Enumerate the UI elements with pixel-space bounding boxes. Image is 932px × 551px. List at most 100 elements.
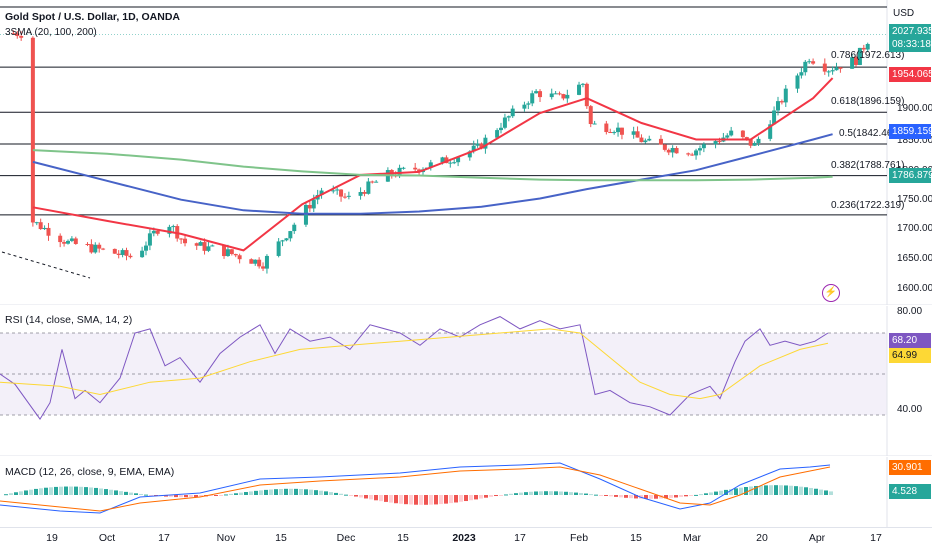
candle-body xyxy=(713,141,718,145)
rsi-chart[interactable] xyxy=(0,306,932,456)
candle-body xyxy=(140,250,145,258)
candle-body xyxy=(128,255,133,258)
macd-histogram-bar xyxy=(234,493,238,495)
macd-histogram-bar xyxy=(474,495,478,500)
macd-line xyxy=(0,462,831,514)
macd-histogram-bar xyxy=(129,492,133,495)
macd-histogram-bar xyxy=(704,493,708,495)
candle-body xyxy=(179,238,184,240)
macd-histogram-bar xyxy=(184,495,188,498)
lightning-icon[interactable]: ⚡ xyxy=(822,284,840,302)
candle-body xyxy=(534,91,539,94)
macd-histogram-bar xyxy=(309,489,313,495)
sma200-badge: 1786.879 xyxy=(889,168,932,183)
macd-histogram-bar xyxy=(9,493,13,495)
macd-histogram-bar xyxy=(374,495,378,501)
macd-histogram-bar xyxy=(564,491,568,495)
macd-histogram-bar xyxy=(19,491,23,495)
macd-signal-badge: 30.901 xyxy=(889,460,931,475)
price-chart[interactable] xyxy=(0,0,932,305)
macd-histogram-bar xyxy=(14,492,18,495)
macd-histogram-bar xyxy=(144,494,148,496)
candle-body xyxy=(471,145,476,152)
candle-body xyxy=(604,123,609,133)
macd-histogram-bar xyxy=(459,495,463,502)
macd-histogram-bar xyxy=(809,487,813,495)
candle-body xyxy=(467,151,472,158)
candle-body xyxy=(643,140,648,143)
macd-histogram-bar xyxy=(279,488,283,495)
macd-histogram-bar xyxy=(784,485,788,495)
macd-histogram-bar xyxy=(734,488,738,495)
candle-body xyxy=(717,141,722,143)
candle-body xyxy=(366,181,371,194)
price-axis-label: 1900.000 xyxy=(897,103,932,114)
macd-legend: MACD (12, 26, close, 9, EMA, EMA) xyxy=(5,466,175,478)
candle-body xyxy=(339,189,344,197)
macd-histogram-bar xyxy=(64,486,68,495)
macd-histogram-bar xyxy=(359,495,363,498)
candle-body xyxy=(144,245,149,251)
macd-histogram-bar xyxy=(724,489,728,495)
candle-body xyxy=(303,205,308,225)
candle-body xyxy=(331,190,336,192)
macd-histogram-bar xyxy=(794,486,798,495)
price-axis-label: 1750.000 xyxy=(897,194,932,205)
time-label: Oct xyxy=(98,532,116,544)
macd-histogram-bar xyxy=(819,489,823,495)
macd-histogram-bar xyxy=(559,491,563,495)
candle-body xyxy=(729,130,734,136)
macd-histogram-bar xyxy=(789,485,793,495)
candle-body xyxy=(233,254,238,256)
candle-body xyxy=(358,192,363,196)
candle-body xyxy=(748,138,753,146)
sma-legend: 3SMA (20, 100, 200) xyxy=(5,27,97,38)
macd-histogram-bar xyxy=(379,495,383,502)
macd-histogram-bar xyxy=(364,495,368,499)
rsi-sma-badge: 64.99 xyxy=(889,348,931,363)
time-label: 17 xyxy=(870,532,882,544)
macd-histogram-bar xyxy=(384,495,388,502)
candle-body xyxy=(444,157,449,164)
macd-histogram-bar xyxy=(404,495,408,505)
macd-histogram-bar xyxy=(174,495,178,498)
macd-histogram-bar xyxy=(649,495,653,499)
macd-histogram-bar xyxy=(59,486,63,495)
macd-histogram-bar xyxy=(264,489,268,495)
candle-body xyxy=(374,181,379,183)
macd-histogram-bar xyxy=(709,492,713,495)
macd-pane[interactable]: MACD (12, 26, close, 9, EMA, EMA) 30.901… xyxy=(0,457,932,527)
price-axis-label: 1850.000 xyxy=(897,135,932,146)
macd-histogram-bar xyxy=(684,495,688,497)
sma20-badge: 1954.065 xyxy=(889,67,932,82)
macd-histogram-bar xyxy=(744,487,748,495)
price-pane[interactable]: Gold Spot / U.S. Dollar, 1D, OANDA 3SMA … xyxy=(0,0,932,305)
candle-body xyxy=(834,67,839,71)
macd-histogram-bar xyxy=(504,494,508,496)
candle-body xyxy=(264,255,269,269)
macd-histogram-bar xyxy=(449,495,453,504)
candle-body xyxy=(85,243,90,245)
candle-body xyxy=(865,43,870,50)
candle-body xyxy=(456,157,461,163)
price-axis-label: 1700.000 xyxy=(897,223,932,234)
candle-body xyxy=(807,61,812,63)
chart-title: Gold Spot / U.S. Dollar, 1D, OANDA xyxy=(5,11,181,23)
macd-histogram-bar xyxy=(764,485,768,495)
macd-chart[interactable] xyxy=(0,457,932,527)
macd-histogram-bar xyxy=(4,494,8,496)
macd-histogram-bar xyxy=(589,494,593,496)
macd-histogram-bar xyxy=(569,492,573,495)
candle-body xyxy=(588,106,593,125)
macd-histogram-bar xyxy=(284,488,288,495)
candle-body xyxy=(448,162,453,164)
rsi-pane[interactable]: RSI (14, close, SMA, 14, 2) 80.00 40.00 … xyxy=(0,306,932,456)
candle-body xyxy=(838,67,843,69)
macd-histogram-bar xyxy=(324,491,328,495)
macd-histogram-bar xyxy=(274,489,278,495)
price-axis-label: 1650.000 xyxy=(897,253,932,264)
candle-body xyxy=(674,148,679,154)
candle-body xyxy=(639,137,644,143)
time-axis[interactable]: 19 Oct 17 Nov 15 Dec 15 2023 17 Feb 15 M… xyxy=(0,527,932,551)
macd-histogram-bar xyxy=(299,489,303,495)
